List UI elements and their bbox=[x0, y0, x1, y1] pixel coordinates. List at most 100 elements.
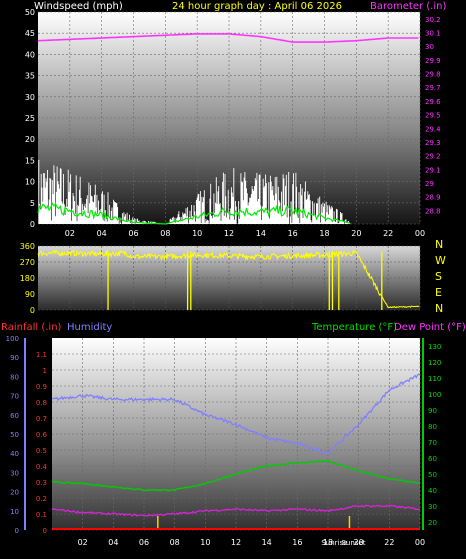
time-tick-label: 00 bbox=[415, 229, 425, 238]
rain-tick-label: 0.7 bbox=[36, 415, 47, 423]
rain-tick-label: 1 bbox=[43, 367, 47, 375]
direction-series bbox=[37, 249, 420, 310]
dewpoint-label: Dew Point (°F) bbox=[394, 322, 466, 333]
barometer-line bbox=[38, 33, 419, 43]
windspeed-label: Windspeed (mph) bbox=[34, 1, 123, 12]
wind-tick-label: 25 bbox=[25, 114, 35, 123]
baro-tick-label: 28.9 bbox=[425, 194, 441, 202]
baro-tick-label: 29.5 bbox=[425, 112, 441, 120]
direction-tick-label: 90 bbox=[25, 290, 35, 299]
compass-letter: S bbox=[435, 270, 442, 283]
sunset-label: Sunset bbox=[341, 539, 365, 547]
wind-baro-axes: 0 5 10 15 20 25 30 35 40 45 50 28.8 28.9 29 29.1 29.2 29… bbox=[25, 8, 441, 238]
time-tick-label: 00 bbox=[415, 538, 425, 547]
temperature-tick-label: 30 bbox=[428, 503, 437, 511]
time-tick-label: 02 bbox=[65, 229, 75, 238]
baro-tick-label: 29.1 bbox=[425, 166, 441, 174]
wind-direction-line bbox=[37, 249, 420, 309]
time-tick-label: 06 bbox=[128, 229, 138, 238]
compass-letter: E bbox=[435, 286, 442, 299]
humidity-tick-label: 20 bbox=[10, 489, 19, 497]
compass-letter: W bbox=[435, 254, 446, 267]
time-tick-label: 20 bbox=[351, 229, 361, 238]
temperature-tick-label: 60 bbox=[428, 455, 437, 463]
temperature-tick-label: 90 bbox=[428, 407, 437, 415]
temperature-line bbox=[51, 460, 421, 492]
baro-tick-label: 29.9 bbox=[425, 57, 441, 65]
rain-tick-label: 0 bbox=[43, 527, 47, 535]
time-tick-label: 16 bbox=[292, 538, 302, 547]
time-tick-label: 04 bbox=[97, 229, 107, 238]
rain-tick-label: 0.2 bbox=[36, 495, 47, 503]
time-tick-label: 04 bbox=[108, 538, 118, 547]
dewpoint-line bbox=[51, 504, 421, 517]
rain-tick-label: 0.4 bbox=[36, 463, 48, 471]
baro-tick-label: 28.8 bbox=[425, 207, 441, 215]
direction-grid bbox=[38, 245, 421, 311]
humidity-tick-label: 0 bbox=[15, 527, 19, 535]
sunrise-label: Sunrise bbox=[321, 539, 347, 547]
wind-tick-label: 20 bbox=[25, 135, 35, 144]
humidity-tick-label: 30 bbox=[10, 469, 19, 477]
direction-tick-label: 180 bbox=[20, 274, 35, 283]
compass-letter: N bbox=[435, 238, 443, 251]
rain-tick-label: 0.9 bbox=[36, 383, 47, 391]
time-tick-label: 06 bbox=[139, 538, 149, 547]
temperature-tick-label: 130 bbox=[428, 343, 441, 351]
compass-letter: N bbox=[435, 302, 443, 315]
baro-tick-label: 29.6 bbox=[425, 98, 441, 106]
humidity-tick-label: 40 bbox=[10, 450, 19, 458]
wind-tick-label: 15 bbox=[25, 156, 35, 165]
direction-tick-label: 270 bbox=[20, 258, 35, 267]
wind-tick-label: 0 bbox=[30, 220, 35, 229]
baro-tick-label: 29.8 bbox=[425, 71, 441, 79]
humidity-tick-label: 60 bbox=[10, 412, 19, 420]
rain-tick-label: 1.1 bbox=[36, 351, 47, 359]
wind-tick-label: 45 bbox=[25, 29, 35, 38]
humidity-tick-label: 50 bbox=[10, 431, 19, 439]
temp-hum-axes: 010203040506070809010000.10.20.30.40.50.… bbox=[6, 335, 442, 547]
direction-tick-label: 0 bbox=[30, 306, 35, 315]
time-tick-label: 22 bbox=[383, 229, 393, 238]
time-tick-label: 02 bbox=[78, 538, 88, 547]
wind-tick-label: 5 bbox=[30, 199, 35, 208]
direction-tick-label: 360 bbox=[20, 242, 35, 251]
rain-tick-label: 0.5 bbox=[36, 447, 47, 455]
baro-tick-label: 29.3 bbox=[425, 139, 441, 147]
humidity-tick-label: 10 bbox=[10, 508, 19, 516]
time-tick-label: 10 bbox=[200, 538, 210, 547]
humidity-tick-label: 90 bbox=[10, 354, 19, 362]
rain-tick-label: 0.6 bbox=[36, 431, 48, 439]
time-tick-label: 08 bbox=[160, 229, 170, 238]
temperature-tick-label: 70 bbox=[428, 439, 437, 447]
humidity-line bbox=[51, 373, 421, 455]
temperature-label: Temperature (°F) bbox=[311, 322, 397, 333]
wind-tick-label: 35 bbox=[25, 72, 35, 81]
baro-tick-label: 29.4 bbox=[425, 125, 441, 133]
time-tick-label: 14 bbox=[256, 229, 266, 238]
time-tick-label: 18 bbox=[323, 538, 333, 547]
time-tick-label: 20 bbox=[354, 538, 364, 547]
rain-tick-label: 0.8 bbox=[36, 399, 47, 407]
humidity-tick-label: 80 bbox=[10, 373, 19, 381]
rainfall-label: Rainfall (.in) bbox=[1, 322, 62, 333]
baro-tick-label: 29 bbox=[425, 180, 434, 188]
temp-hum-grid bbox=[52, 338, 421, 531]
barometer-label: Barometer (.in) bbox=[370, 1, 446, 12]
humidity-label: Humidity bbox=[67, 322, 112, 333]
rain-tick-label: 0.3 bbox=[36, 479, 47, 487]
time-tick-label: 12 bbox=[224, 229, 234, 238]
time-tick-label: 08 bbox=[170, 538, 180, 547]
temp-hum-series bbox=[51, 373, 421, 530]
chart-title: 24 hour graph day : April 06 2026 bbox=[172, 1, 342, 12]
wind-tick-label: 30 bbox=[25, 93, 35, 102]
time-tick-label: 22 bbox=[384, 538, 394, 547]
baro-tick-label: 30.1 bbox=[425, 30, 441, 38]
baro-tick-label: 29.2 bbox=[425, 153, 441, 161]
time-tick-label: 14 bbox=[262, 538, 272, 547]
humidity-tick-label: 70 bbox=[10, 393, 19, 401]
time-tick-label: 12 bbox=[231, 538, 241, 547]
time-tick-label: 10 bbox=[192, 229, 202, 238]
